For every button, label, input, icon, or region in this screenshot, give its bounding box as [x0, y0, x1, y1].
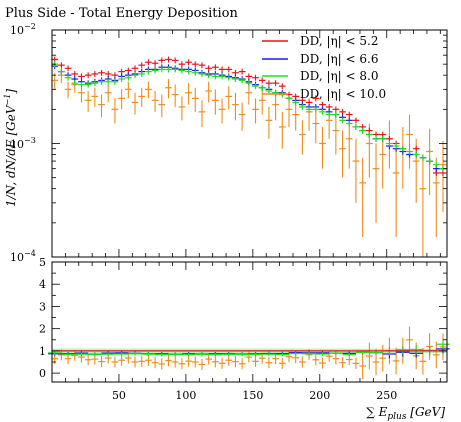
main-series-1 — [51, 63, 447, 172]
ratio-ytick-label: 5 — [39, 256, 46, 269]
main-panel: 10−2 10−3 10−4 1/N, dN/dE [GeV−1] — [3, 22, 448, 264]
main-ytick-label-1e-4: 10−4 — [10, 249, 36, 264]
main-series-0 — [51, 56, 447, 177]
main-series-2 — [51, 61, 447, 172]
ratio-ytick-label: 2 — [39, 323, 46, 336]
legend-label-2: DD, |η| < 8.0 — [300, 69, 379, 83]
legend-label-3: DD, |η| < 10.0 — [300, 87, 386, 101]
ratio-ytick-label: 4 — [39, 278, 46, 291]
ratio-ytick-label: 1 — [39, 345, 46, 358]
main-y-axis-label: 1/N, dN/dE [GeV−1] — [3, 89, 18, 207]
main-ytick-label-1e-2: 10−2 — [10, 22, 36, 37]
legend-label-0: DD, |η| < 5.2 — [300, 34, 379, 48]
main-series-3 — [51, 68, 447, 257]
ratio-xtick-label: 200 — [309, 389, 330, 402]
ratio-series-3 — [51, 326, 447, 380]
ratio-ytick-label: 3 — [39, 300, 46, 313]
legend: DD, |η| < 5.2 DD, |η| < 6.6 DD, |η| < 8.… — [262, 34, 386, 101]
ratio-plot-frame — [51, 261, 448, 383]
ratio-xtick-label: 250 — [376, 389, 397, 402]
ratio-panel: 0 1 2 3 4 5 50 100 150 200 250 ∑ Eplus [GeV] — [39, 256, 450, 422]
ratio-ytick-label: 0 — [39, 367, 46, 380]
ratio-xtick-label: 150 — [242, 389, 263, 402]
chart-title: Plus Side - Total Energy Deposition — [5, 6, 238, 21]
legend-label-1: DD, |η| < 6.6 — [300, 52, 379, 66]
ratio-xtick-label: 50 — [112, 389, 126, 402]
ratio-xtick-label: 100 — [175, 389, 196, 402]
x-axis-label: ∑ Eplus [GeV] — [366, 405, 445, 422]
